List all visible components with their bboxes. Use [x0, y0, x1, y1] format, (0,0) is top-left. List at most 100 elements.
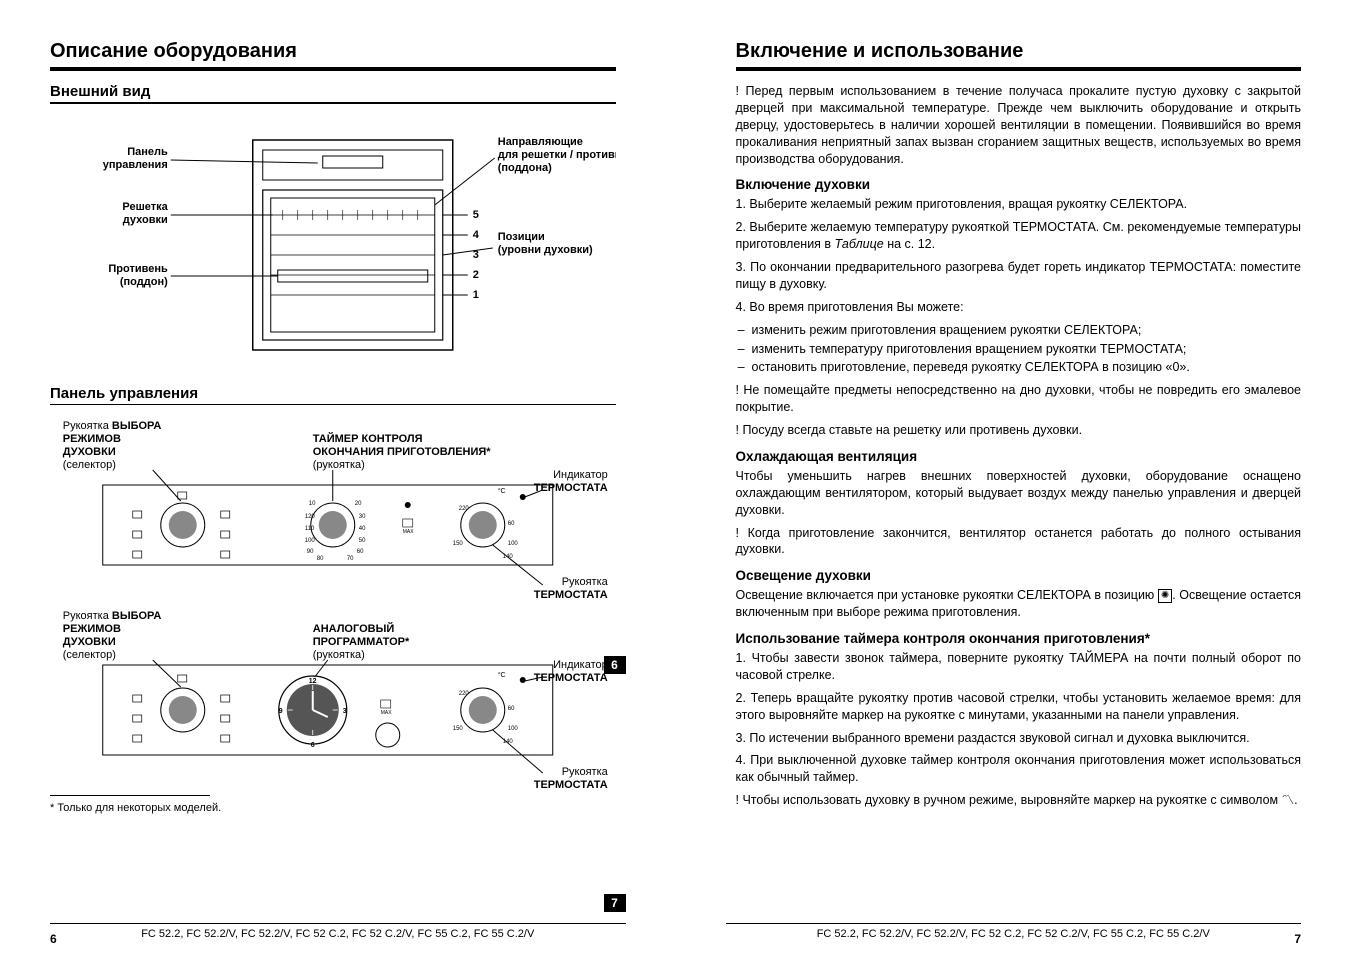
svg-text:ОКОНЧАНИЯ ПРИГОТОВЛЕНИЯ*: ОКОНЧАНИЯ ПРИГОТОВЛЕНИЯ*: [313, 446, 492, 458]
svg-text:для решетки / противня: для решетки / противня: [498, 149, 616, 161]
page-left: Описание оборудования Внешний вид: [0, 0, 676, 954]
sec-on-li1: изменить режим приготовления вращением р…: [752, 322, 1302, 339]
svg-text:Рукоятка ВЫБОРА: Рукоятка ВЫБОРА: [63, 420, 162, 432]
rule: [736, 67, 1302, 71]
svg-text:MAX: MAX: [403, 529, 415, 535]
control-panel-2-diagram: Рукоятка ВЫБОРА РЕЖИМОВ ДУХОВКИ (селекто…: [50, 605, 616, 790]
svg-text:80: 80: [317, 556, 324, 562]
rule: [50, 404, 616, 406]
models-list: FC 52.2, FC 52.2/V, FC 52.2/V, FC 52 C.2…: [817, 928, 1210, 940]
sec-on-p4: 4. Во время приготовления Вы можете:: [736, 299, 1302, 316]
svg-text:220: 220: [459, 691, 470, 697]
svg-text:ДУХОВКИ: ДУХОВКИ: [63, 446, 116, 458]
svg-text:ТЕРМОСТАТА: ТЕРМОСТАТА: [534, 779, 608, 790]
sec-on-p1: 1. Выберите желаемый режим приготовления…: [736, 196, 1302, 213]
sec-light-p1: Освещение включается при установке рукоя…: [736, 587, 1302, 621]
footer-left: FC 52.2, FC 52.2/V, FC 52.2/V, FC 52 C.2…: [50, 923, 626, 940]
sec-on-warn2: ! Посуду всегда ставьте на решетку или п…: [736, 422, 1302, 439]
footnote-text: * Только для некоторых моделей.: [50, 802, 616, 814]
svg-text:РЕЖИМОВ: РЕЖИМОВ: [63, 623, 121, 635]
svg-text:ДУХОВКИ: ДУХОВКИ: [63, 636, 116, 648]
svg-text:(рукоятка): (рукоятка): [313, 649, 365, 661]
svg-text:Решетка: Решетка: [122, 201, 168, 213]
sec-light-title: Освещение духовки: [736, 568, 1302, 583]
sec-timer-p4: 4. При выключенной духовке таймер контро…: [736, 752, 1302, 786]
svg-text:3: 3: [343, 708, 347, 715]
oven-diagram: Панель управления Решетка духовки Против…: [50, 120, 616, 370]
sec-cool-p2: ! Когда приготовление закончится, вентил…: [736, 525, 1302, 559]
svg-text:°C: °C: [498, 487, 506, 495]
sec-timer-p3: 3. По истечении выбранного времени разда…: [736, 730, 1302, 747]
svg-text:100: 100: [508, 726, 519, 732]
sec-on-li2: изменить температуру приготовления враще…: [752, 341, 1302, 358]
svg-text:управления: управления: [103, 159, 168, 171]
svg-text:ПРОГРАММАТОР*: ПРОГРАММАТОР*: [313, 636, 410, 648]
svg-text:5: 5: [473, 209, 479, 221]
svg-text:110: 110: [305, 526, 315, 532]
svg-text:Рукоятка: Рукоятка: [562, 766, 609, 778]
svg-text:20: 20: [355, 501, 362, 507]
svg-text:ТАЙМЕР КОНТРОЛЯ: ТАЙМЕР КОНТРОЛЯ: [313, 432, 423, 445]
svg-text:4: 4: [473, 229, 480, 241]
page-number-right: 7: [1294, 932, 1301, 946]
left-h1: Описание оборудования: [50, 40, 616, 63]
svg-text:60: 60: [508, 521, 515, 527]
svg-text:60: 60: [508, 706, 515, 712]
sec-cool-title: Охлаждающая вентиляция: [736, 449, 1302, 464]
page-right: Включение и использование ! Перед первым…: [676, 0, 1351, 954]
rule: [50, 67, 616, 71]
svg-text:Панель: Панель: [127, 146, 168, 158]
intro-paragraph: ! Перед первым использованием в течение …: [736, 83, 1302, 167]
sec-cool-p1: Чтобы уменьшить нагрев внешних поверхнос…: [736, 468, 1302, 519]
sec-on-title: Включение духовки: [736, 177, 1302, 192]
svg-text:(селектор): (селектор): [63, 459, 116, 471]
svg-text:Индикатор: Индикатор: [553, 469, 608, 481]
svg-text:120: 120: [305, 514, 316, 520]
svg-text:(поддона): (поддона): [498, 162, 552, 174]
sec-appearance-title: Внешний вид: [50, 83, 616, 100]
svg-text:6: 6: [311, 742, 315, 749]
models-list: FC 52.2, FC 52.2/V, FC 52.2/V, FC 52 C.2…: [141, 928, 534, 940]
sec-on-list: изменить режим приготовления вращением р…: [736, 322, 1302, 377]
lamp-icon: ✺: [1158, 589, 1172, 603]
svg-text:(рукоятка): (рукоятка): [313, 459, 365, 471]
svg-text:150: 150: [453, 726, 464, 732]
control-panel-1-diagram: Рукоятка ВЫБОРА РЕЖИМОВ ДУХОВКИ (селекто…: [50, 415, 616, 600]
sec-timer-p5: ! Чтобы использовать духовку в ручном ре…: [736, 792, 1302, 809]
svg-text:ТЕРМОСТАТА: ТЕРМОСТАТА: [534, 589, 608, 600]
sec-timer-title: Использование таймера контроля окончания…: [736, 631, 1302, 646]
pagebox-7: 7: [604, 894, 626, 912]
svg-text:Рукоятка ВЫБОРА: Рукоятка ВЫБОРА: [63, 610, 162, 622]
svg-text:60: 60: [357, 549, 364, 555]
svg-text:ТЕРМОСТАТА: ТЕРМОСТАТА: [534, 482, 608, 494]
svg-text:°C: °C: [498, 671, 506, 679]
svg-text:9: 9: [279, 708, 283, 715]
svg-text:Направляющие: Направляющие: [498, 136, 583, 148]
svg-text:духовки: духовки: [123, 214, 168, 226]
svg-text:50: 50: [359, 538, 366, 544]
rule: [50, 102, 616, 104]
svg-text:150: 150: [453, 541, 464, 547]
svg-text:2: 2: [473, 269, 479, 281]
svg-text:Индикатор: Индикатор: [553, 659, 608, 671]
svg-text:40: 40: [359, 526, 366, 532]
svg-text:РЕЖИМОВ: РЕЖИМОВ: [63, 433, 121, 445]
svg-text:Рукоятка: Рукоятка: [562, 576, 609, 588]
sec-on-warn1: ! Не помещайте предметы непосредственно …: [736, 382, 1302, 416]
svg-text:220: 220: [459, 506, 470, 512]
sec-panel-title: Панель управления: [50, 385, 616, 402]
footnote-block: * Только для некоторых моделей.: [50, 795, 616, 814]
svg-text:(поддон): (поддон): [120, 276, 168, 288]
sec-on-li3: остановить приготовление, переведя рукоя…: [752, 359, 1302, 376]
svg-text:12: 12: [309, 678, 317, 685]
svg-text:(селектор): (селектор): [63, 649, 116, 661]
footer-right: FC 52.2, FC 52.2/V, FC 52.2/V, FC 52 C.2…: [726, 923, 1302, 940]
sec-timer-p1: 1. Чтобы завести звонок таймера, поверни…: [736, 650, 1302, 684]
svg-text:70: 70: [347, 556, 354, 562]
svg-text:100: 100: [305, 538, 316, 544]
svg-text:10: 10: [309, 501, 316, 507]
sec-timer-p2: 2. Теперь вращайте рукоятку против часов…: [736, 690, 1302, 724]
sec-on-p3: 3. По окончании предварительного разогре…: [736, 259, 1302, 293]
svg-text:1: 1: [473, 289, 479, 301]
svg-text:100: 100: [508, 541, 519, 547]
